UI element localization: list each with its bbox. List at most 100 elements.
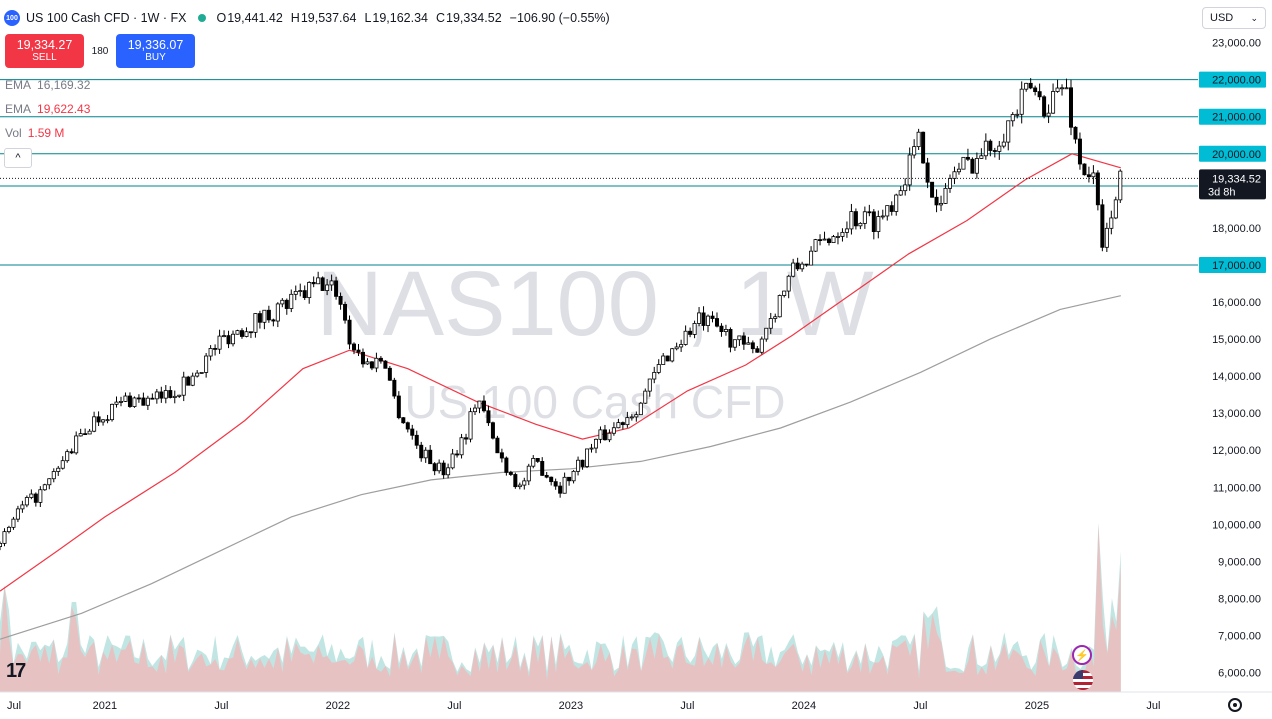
candle-body: [114, 401, 119, 405]
x-tick-label: 2021: [93, 700, 117, 712]
candle-body: [647, 378, 652, 392]
x-tick-label: 2023: [559, 700, 583, 712]
indicator-value: 19,622.43: [37, 102, 91, 116]
candle-body: [396, 395, 401, 419]
candle-body: [347, 319, 352, 345]
candle-body: [217, 335, 222, 350]
candle-body: [222, 335, 227, 338]
y-tick-label: 10,000.00: [1212, 519, 1261, 531]
symbol-title[interactable]: US 100 Cash CFD · 1W · FX: [26, 11, 187, 25]
candle-body: [750, 342, 755, 350]
candle-body: [737, 335, 742, 341]
candle-body: [688, 330, 693, 335]
candle-body: [732, 339, 737, 348]
candle-body: [87, 430, 92, 435]
candle-body: [1033, 87, 1038, 93]
candle-body: [311, 282, 316, 285]
y-tick-label: 9,000.00: [1218, 556, 1261, 568]
symbol-logo[interactable]: 100: [4, 10, 20, 26]
us-flag-icon[interactable]: [1073, 670, 1093, 690]
candle-body: [809, 250, 814, 266]
candle-body: [441, 462, 446, 476]
lightning-icon[interactable]: ⚡: [1072, 645, 1092, 665]
candle-body: [405, 422, 410, 430]
x-tick-label: 2022: [326, 700, 350, 712]
candle-body: [791, 262, 796, 277]
candle-body: [1042, 96, 1047, 117]
y-tick-label: 15,000.00: [1212, 334, 1261, 346]
candle-body: [186, 376, 191, 386]
candle-body: [365, 361, 370, 365]
candle-body: [867, 211, 872, 214]
last-price-tag: [1199, 169, 1266, 200]
candle-body: [42, 484, 47, 491]
candle-body: [768, 318, 773, 329]
candle-body: [589, 447, 594, 450]
candle-body: [540, 461, 545, 476]
candle-body: [652, 372, 657, 380]
candle-body: [831, 236, 836, 244]
candle-body: [360, 351, 365, 365]
candle-body: [710, 315, 715, 319]
candle-body: [383, 360, 388, 369]
ema-fast-line: [0, 153, 1121, 592]
candle-body: [513, 474, 518, 488]
candle-body: [894, 194, 899, 212]
indicator-name: EMA: [5, 102, 32, 116]
candle-body: [47, 478, 52, 486]
candle-body: [293, 290, 298, 295]
candle-body: [701, 312, 706, 326]
candle-body: [602, 429, 607, 441]
candle-body: [952, 171, 957, 179]
hline-price-tag: [1199, 256, 1266, 273]
candle-body: [101, 419, 106, 423]
candle-body: [916, 131, 921, 148]
candle-body: [907, 154, 912, 186]
buy-label: BUY: [145, 52, 166, 63]
y-tick-label: 18,000.00: [1212, 223, 1261, 235]
candle-body: [661, 355, 666, 365]
hline-price-label: 22,000.00: [1212, 75, 1261, 87]
time-axis[interactable]: Jul 2021 Jul 2022 Jul 2023 Jul 2024 Jul 2025 Jul: [0, 691, 1272, 712]
hline-price-tag: [1199, 145, 1266, 162]
candle-body: [51, 471, 56, 480]
indicator-ema-slow[interactable]: EMA 16,169.32: [5, 78, 90, 92]
candle-body: [553, 481, 558, 487]
candle-body: [60, 460, 65, 469]
tradingview-logo-icon[interactable]: 17: [6, 660, 26, 682]
sell-button[interactable]: 19,334.27 SELL: [5, 34, 84, 68]
indicator-name: EMA: [5, 78, 32, 92]
candle-body: [1082, 163, 1087, 176]
indicator-volume[interactable]: Vol 1.59 M: [5, 126, 64, 140]
buy-button[interactable]: 19,336.07 BUY: [116, 34, 195, 68]
price-axis[interactable]: 23,000.0022,000.0021,000.0020,000.0019,0…: [1199, 38, 1266, 680]
settings-icon[interactable]: [1228, 698, 1242, 712]
candle-body: [266, 309, 271, 321]
candle-body: [1010, 114, 1015, 122]
candle-body: [150, 397, 155, 400]
candle-body: [468, 411, 473, 440]
candle-body: [1073, 126, 1078, 140]
currency-select[interactable]: USD ⌄: [1202, 7, 1266, 29]
candle-body: [988, 140, 993, 151]
ema-slow-line: [0, 295, 1121, 640]
candle-body: [517, 484, 522, 488]
candle-body: [455, 453, 460, 456]
candle-body: [746, 342, 751, 345]
candle-body: [204, 355, 209, 373]
candle-body: [199, 372, 204, 374]
high-value: 19,537.64: [300, 11, 357, 25]
candle-body: [11, 518, 16, 528]
market-status-icon[interactable]: [198, 14, 207, 22]
candle-body: [1095, 172, 1100, 206]
hline-price-tag: [1199, 71, 1266, 88]
candle-body: [253, 313, 258, 333]
candle-body: [576, 459, 581, 472]
collapse-legend-button[interactable]: ^: [4, 148, 32, 168]
candle-body: [862, 211, 867, 224]
candle-body: [755, 348, 760, 353]
candle-body: [56, 467, 61, 472]
candle-body: [638, 402, 643, 416]
indicator-ema-fast[interactable]: EMA 19,622.43: [5, 102, 90, 116]
